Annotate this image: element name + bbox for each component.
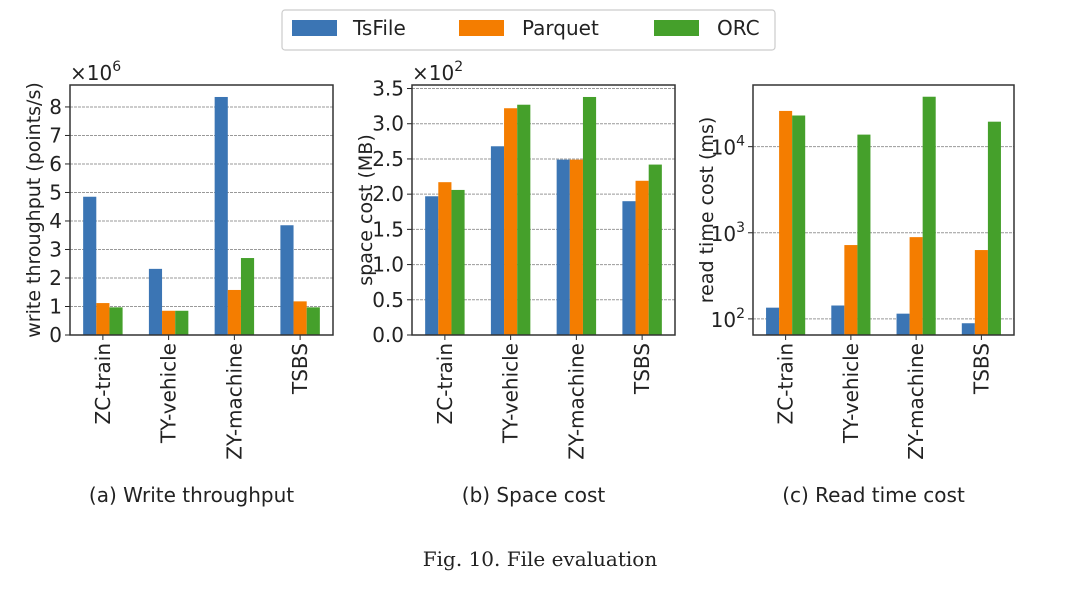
y-tick-label: 0.5 bbox=[372, 288, 404, 312]
bar-parquet-zc-train bbox=[96, 303, 110, 335]
y-tick-label: 3.5 bbox=[372, 77, 404, 101]
legend-swatch-parquet bbox=[459, 20, 504, 36]
bar-tsfile-ty-vehicle bbox=[490, 146, 505, 335]
x-tick-label: ZC-train bbox=[433, 343, 457, 424]
y-tick-label: 7 bbox=[49, 123, 62, 147]
x-tick-label: TSBS bbox=[969, 343, 993, 395]
y-tick-label: 5 bbox=[49, 180, 62, 204]
y-tick-label: 2.5 bbox=[372, 147, 404, 171]
y-tick-label: 1.5 bbox=[372, 217, 404, 241]
legend-swatch-tsfile bbox=[292, 20, 337, 36]
bar-orc-tsbs bbox=[648, 164, 662, 335]
y-tick-label: 6 bbox=[49, 152, 62, 176]
bar-orc-tsbs bbox=[987, 121, 1001, 335]
subplot-caption: (c) Read time cost bbox=[782, 483, 965, 507]
y-tick-label: 0.0 bbox=[372, 323, 404, 347]
x-tick-label: TY-vehicle bbox=[839, 343, 863, 444]
bar-parquet-zy-machine bbox=[569, 159, 583, 335]
x-tick-label: ZY-machine bbox=[564, 343, 588, 460]
bar-orc-zc-train bbox=[792, 115, 806, 335]
legend-swatch-orc bbox=[654, 20, 699, 36]
bar-tsfile-tsbs bbox=[622, 201, 636, 335]
bar-tsfile-zc-train bbox=[425, 196, 439, 335]
bar-tsfile-zc-train bbox=[766, 307, 780, 335]
legend-label-tsfile: TsFile bbox=[352, 16, 406, 40]
x-tick-label: ZY-machine bbox=[904, 343, 928, 460]
bar-parquet-tsbs bbox=[293, 301, 307, 335]
plot-frame bbox=[411, 84, 676, 336]
legend: TsFile Parquet ORC bbox=[281, 9, 776, 51]
bar-parquet-ty-vehicle bbox=[504, 108, 518, 335]
subplot-caption: (b) Space cost bbox=[462, 483, 606, 507]
y-tick-label: 1 bbox=[49, 294, 62, 318]
bar-parquet-zy-machine bbox=[227, 289, 241, 335]
y-tick-label: 4 bbox=[49, 209, 62, 233]
legend-label-parquet: Parquet bbox=[522, 16, 599, 40]
bar-tsfile-ty-vehicle bbox=[148, 268, 163, 335]
plot-frame bbox=[752, 84, 1015, 336]
y-tick-label: 2.0 bbox=[372, 182, 404, 206]
bar-tsfile-zc-train bbox=[83, 196, 97, 335]
bar-tsfile-zy-machine bbox=[214, 96, 228, 336]
y-tick-label: 104 bbox=[711, 134, 745, 160]
bar-orc-zy-machine bbox=[922, 96, 936, 335]
plot-frame bbox=[69, 84, 334, 336]
y-axis-label: read time cost (ms) bbox=[696, 117, 718, 303]
bar-tsfile-zy-machine bbox=[896, 313, 910, 335]
x-tick-label: TSBS bbox=[288, 343, 312, 395]
bar-orc-ty-vehicle bbox=[175, 310, 189, 335]
bar-orc-ty-vehicle bbox=[517, 104, 531, 335]
bar-tsfile-ty-vehicle bbox=[831, 305, 845, 335]
subplot-caption: (a) Write throughput bbox=[89, 483, 294, 507]
y-axis-label: write throughput (points/s) bbox=[23, 82, 45, 338]
x-tick-label: TSBS bbox=[630, 343, 654, 395]
bar-parquet-zy-machine bbox=[909, 237, 923, 335]
bar-tsfile-tsbs bbox=[961, 323, 975, 335]
y-tick-label: 2 bbox=[49, 266, 62, 290]
y-axis-label: space cost (MB) bbox=[355, 134, 377, 286]
x-tick-label: TY-vehicle bbox=[157, 343, 181, 444]
x-tick-label: TY-vehicle bbox=[499, 343, 523, 444]
y-tick-label: 8 bbox=[49, 95, 62, 119]
bar-parquet-zc-train bbox=[438, 182, 452, 335]
x-tick-label: ZC-train bbox=[774, 343, 798, 424]
bar-tsfile-zy-machine bbox=[556, 159, 570, 335]
bar-parquet-tsbs bbox=[974, 250, 988, 335]
y-tick-label: 103 bbox=[711, 220, 745, 246]
bar-parquet-tsbs bbox=[635, 180, 649, 335]
figure-caption: Fig. 10. File evaluation bbox=[423, 547, 658, 571]
bar-parquet-zc-train bbox=[779, 110, 793, 335]
bar-orc-tsbs bbox=[306, 307, 320, 335]
legend-label-orc: ORC bbox=[717, 16, 760, 40]
bar-orc-ty-vehicle bbox=[857, 134, 871, 335]
bar-parquet-ty-vehicle bbox=[844, 245, 858, 335]
y-axis-multiplier: ×106 bbox=[70, 59, 121, 85]
y-tick-label: 0 bbox=[49, 323, 62, 347]
bar-orc-zc-train bbox=[109, 307, 123, 335]
legend-box bbox=[281, 9, 776, 51]
y-axis-multiplier: ×102 bbox=[412, 59, 463, 85]
y-tick-label: 3.0 bbox=[372, 112, 404, 136]
x-tick-label: ZY-machine bbox=[222, 343, 246, 460]
bar-orc-zy-machine bbox=[582, 96, 597, 335]
bar-parquet-ty-vehicle bbox=[162, 310, 176, 335]
bar-orc-zc-train bbox=[451, 189, 465, 335]
panel-1: 0 1 2 3 4 5 6 7 8 ZC-train TY-vehicle ZY-machine TSB… bbox=[23, 59, 334, 507]
panel-3: 102 103 104 ZC-train TY-vehicle ZY-machine TSB… bbox=[696, 84, 1015, 507]
panel-2: 0.0 0.5 1.0 1.5 2.0 2.5 3.0 3.5 ZC-train TY-vehic… bbox=[355, 59, 676, 507]
bar-tsfile-tsbs bbox=[280, 225, 294, 335]
y-tick-label: 3 bbox=[49, 237, 62, 261]
y-tick-label: 102 bbox=[711, 306, 745, 332]
x-tick-label: ZC-train bbox=[91, 343, 115, 424]
y-tick-label: 1.0 bbox=[372, 253, 404, 277]
bar-orc-zy-machine bbox=[240, 258, 255, 335]
